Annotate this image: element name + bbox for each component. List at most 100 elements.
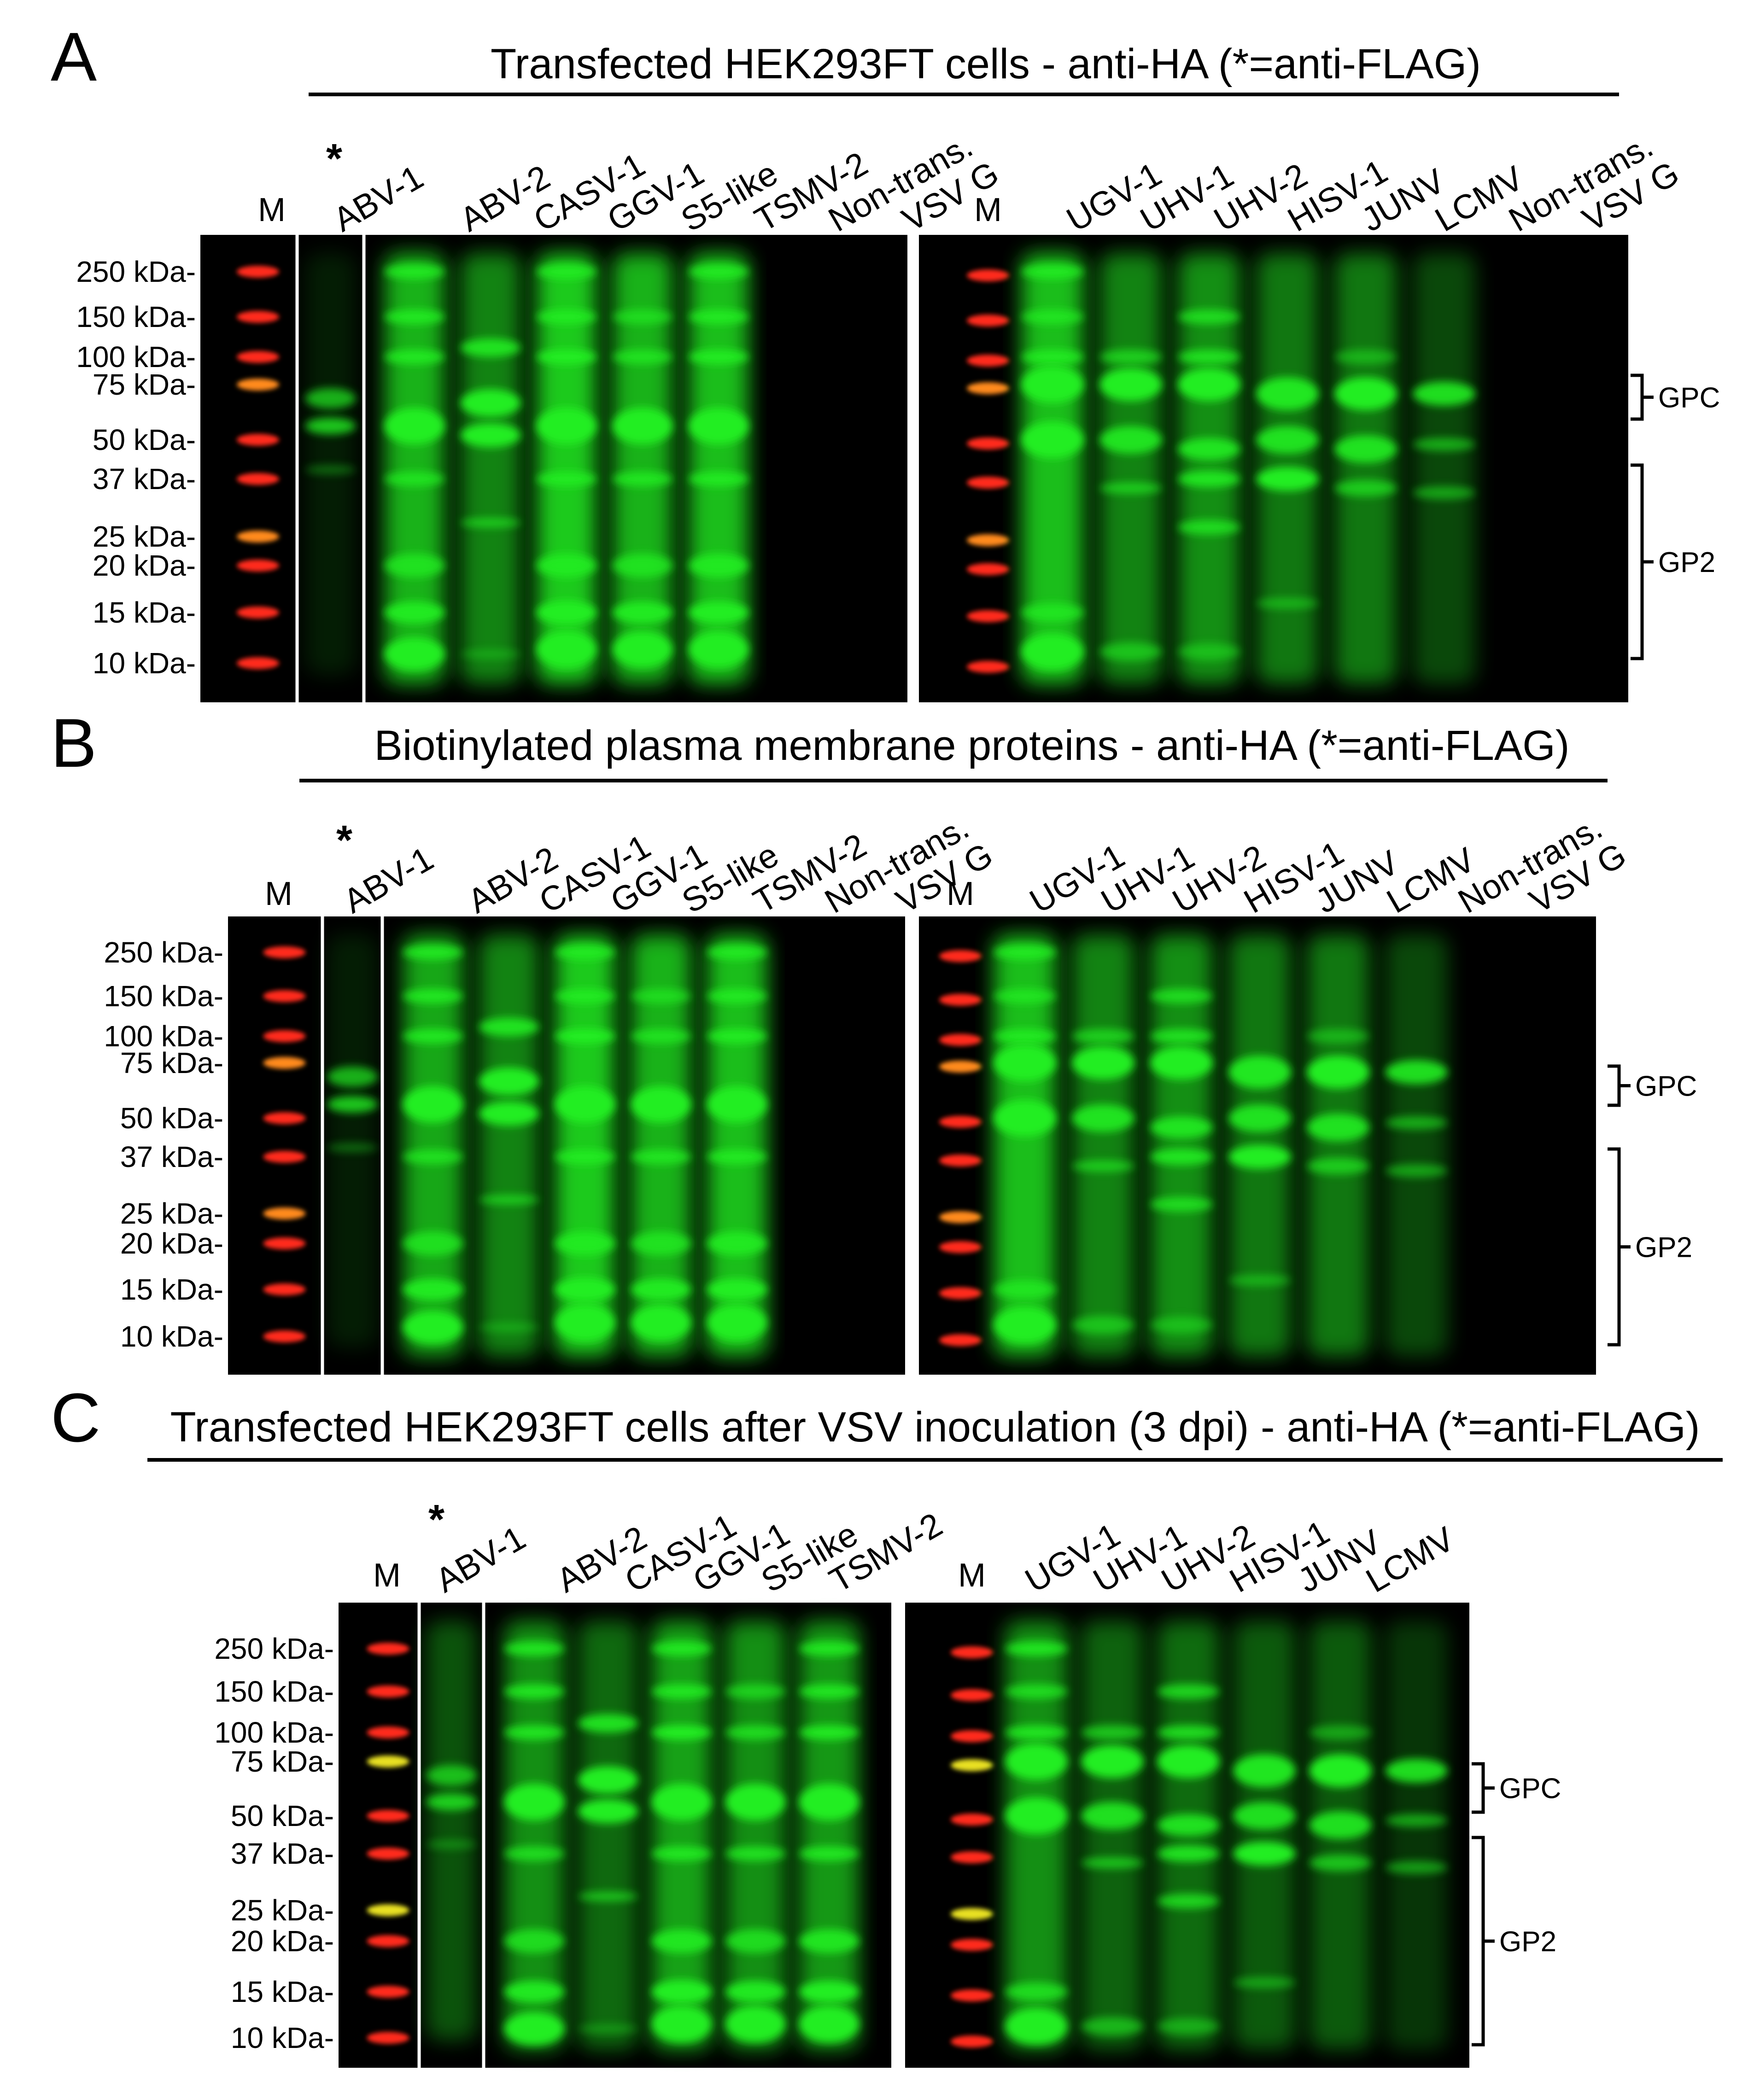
lane-smear	[1413, 253, 1475, 684]
protein-band	[1334, 480, 1397, 496]
protein-band	[1307, 1158, 1369, 1174]
ladder-band	[263, 1283, 306, 1295]
protein-band	[725, 1846, 785, 1861]
gpc-label: GPC	[1635, 1071, 1697, 1102]
protein-band	[504, 1929, 564, 1953]
lane-smear	[1081, 1621, 1144, 2049]
protein-band	[631, 1231, 691, 1255]
lane-label-m: M	[958, 1557, 986, 1594]
protein-band	[1309, 1811, 1372, 1839]
protein-band	[479, 1018, 539, 1036]
ladder-band	[237, 266, 279, 278]
protein-band	[652, 1929, 712, 1953]
protein-band	[631, 989, 691, 1003]
protein-band	[707, 1149, 767, 1164]
gp2-label: GP2	[1658, 547, 1715, 578]
protein-band	[994, 1029, 1056, 1044]
ladder-band	[263, 1330, 306, 1342]
protein-band	[1256, 467, 1319, 491]
protein-band	[689, 309, 748, 324]
marker-label: 25 kDa-	[231, 1894, 334, 1927]
protein-band	[1233, 1842, 1296, 1866]
protein-band	[613, 472, 672, 486]
protein-band	[1307, 1114, 1369, 1141]
protein-band	[689, 554, 748, 578]
protein-band	[403, 1231, 463, 1255]
gpc-label: GPC	[1499, 1773, 1561, 1805]
protein-band	[1256, 377, 1319, 410]
ladder-band	[367, 1686, 409, 1698]
lane-smear	[1072, 935, 1134, 1356]
protein-band	[1099, 483, 1162, 494]
protein-band	[504, 1684, 564, 1699]
protein-band	[461, 423, 520, 447]
protein-band	[1150, 1317, 1213, 1333]
protein-band	[1157, 1745, 1220, 1778]
protein-band	[613, 309, 672, 324]
protein-band	[537, 350, 596, 364]
marker-label: 25 kDa-	[120, 1197, 223, 1230]
protein-band	[504, 1784, 564, 1820]
protein-band	[403, 1149, 463, 1164]
protein-band	[994, 1280, 1056, 1299]
gpc-bracket	[1472, 1762, 1495, 1814]
protein-band	[1005, 1725, 1068, 1740]
protein-band	[652, 1980, 712, 2004]
marker-label: 20 kDa-	[93, 549, 196, 582]
marker-label: 250 kDa-	[76, 255, 196, 288]
protein-band	[537, 472, 596, 486]
protein-band	[403, 945, 463, 960]
protein-band	[1005, 2008, 1068, 2045]
ladder-band	[939, 1287, 982, 1299]
protein-band	[1178, 350, 1240, 364]
ladder-band	[951, 1939, 993, 1951]
ladder-band	[237, 531, 279, 542]
protein-band	[1099, 642, 1162, 661]
ladder-band	[263, 1151, 306, 1163]
protein-band	[1081, 1802, 1144, 1830]
protein-band	[1099, 350, 1162, 364]
marker-label: 15 kDa-	[93, 596, 196, 629]
marker-label: 10 kDa-	[231, 2021, 334, 2054]
marker-label: 37 kDa-	[231, 1837, 334, 1870]
protein-band	[537, 601, 596, 624]
protein-band	[1228, 1145, 1291, 1169]
marker-label: 50 kDa-	[93, 423, 196, 456]
marker-label: 50 kDa-	[231, 1799, 334, 1832]
protein-band	[613, 408, 672, 444]
marker-label: 150 kDa-	[104, 980, 223, 1013]
marker-label: 250 kDa-	[214, 1632, 334, 1665]
protein-band	[1157, 2018, 1220, 2035]
ladder-band	[367, 1848, 409, 1860]
protein-band	[327, 1143, 378, 1152]
protein-band	[426, 1840, 477, 1849]
marker-label: 50 kDa-	[120, 1102, 223, 1135]
ladder-band	[967, 269, 1009, 281]
marker-label: 150 kDa-	[214, 1675, 334, 1708]
protein-band	[707, 1278, 767, 1301]
protein-band	[1072, 1046, 1134, 1079]
protein-band	[1385, 1759, 1448, 1783]
protein-band	[1233, 1802, 1296, 1830]
ladder-band	[967, 563, 1009, 575]
protein-band	[461, 338, 520, 357]
protein-band	[1021, 309, 1084, 324]
protein-band	[1005, 1684, 1068, 1699]
protein-band	[1021, 603, 1084, 622]
marker-label: 37 kDa-	[93, 462, 196, 496]
protein-band	[613, 601, 672, 624]
protein-band	[1072, 1029, 1134, 1044]
marker-label: 10 kDa-	[120, 1320, 223, 1353]
protein-band	[537, 554, 596, 578]
protein-band	[1005, 1743, 1068, 1780]
lane-smear	[1385, 1621, 1448, 2049]
protein-band	[504, 1641, 564, 1656]
protein-band	[1385, 1814, 1448, 1827]
marker-label: 150 kDa-	[76, 300, 196, 333]
ladder-band	[263, 990, 306, 1002]
protein-band	[1150, 1046, 1213, 1079]
protein-band	[1178, 520, 1240, 535]
ladder-band	[263, 946, 306, 958]
ladder-band	[367, 1986, 409, 1998]
protein-band	[305, 418, 356, 434]
